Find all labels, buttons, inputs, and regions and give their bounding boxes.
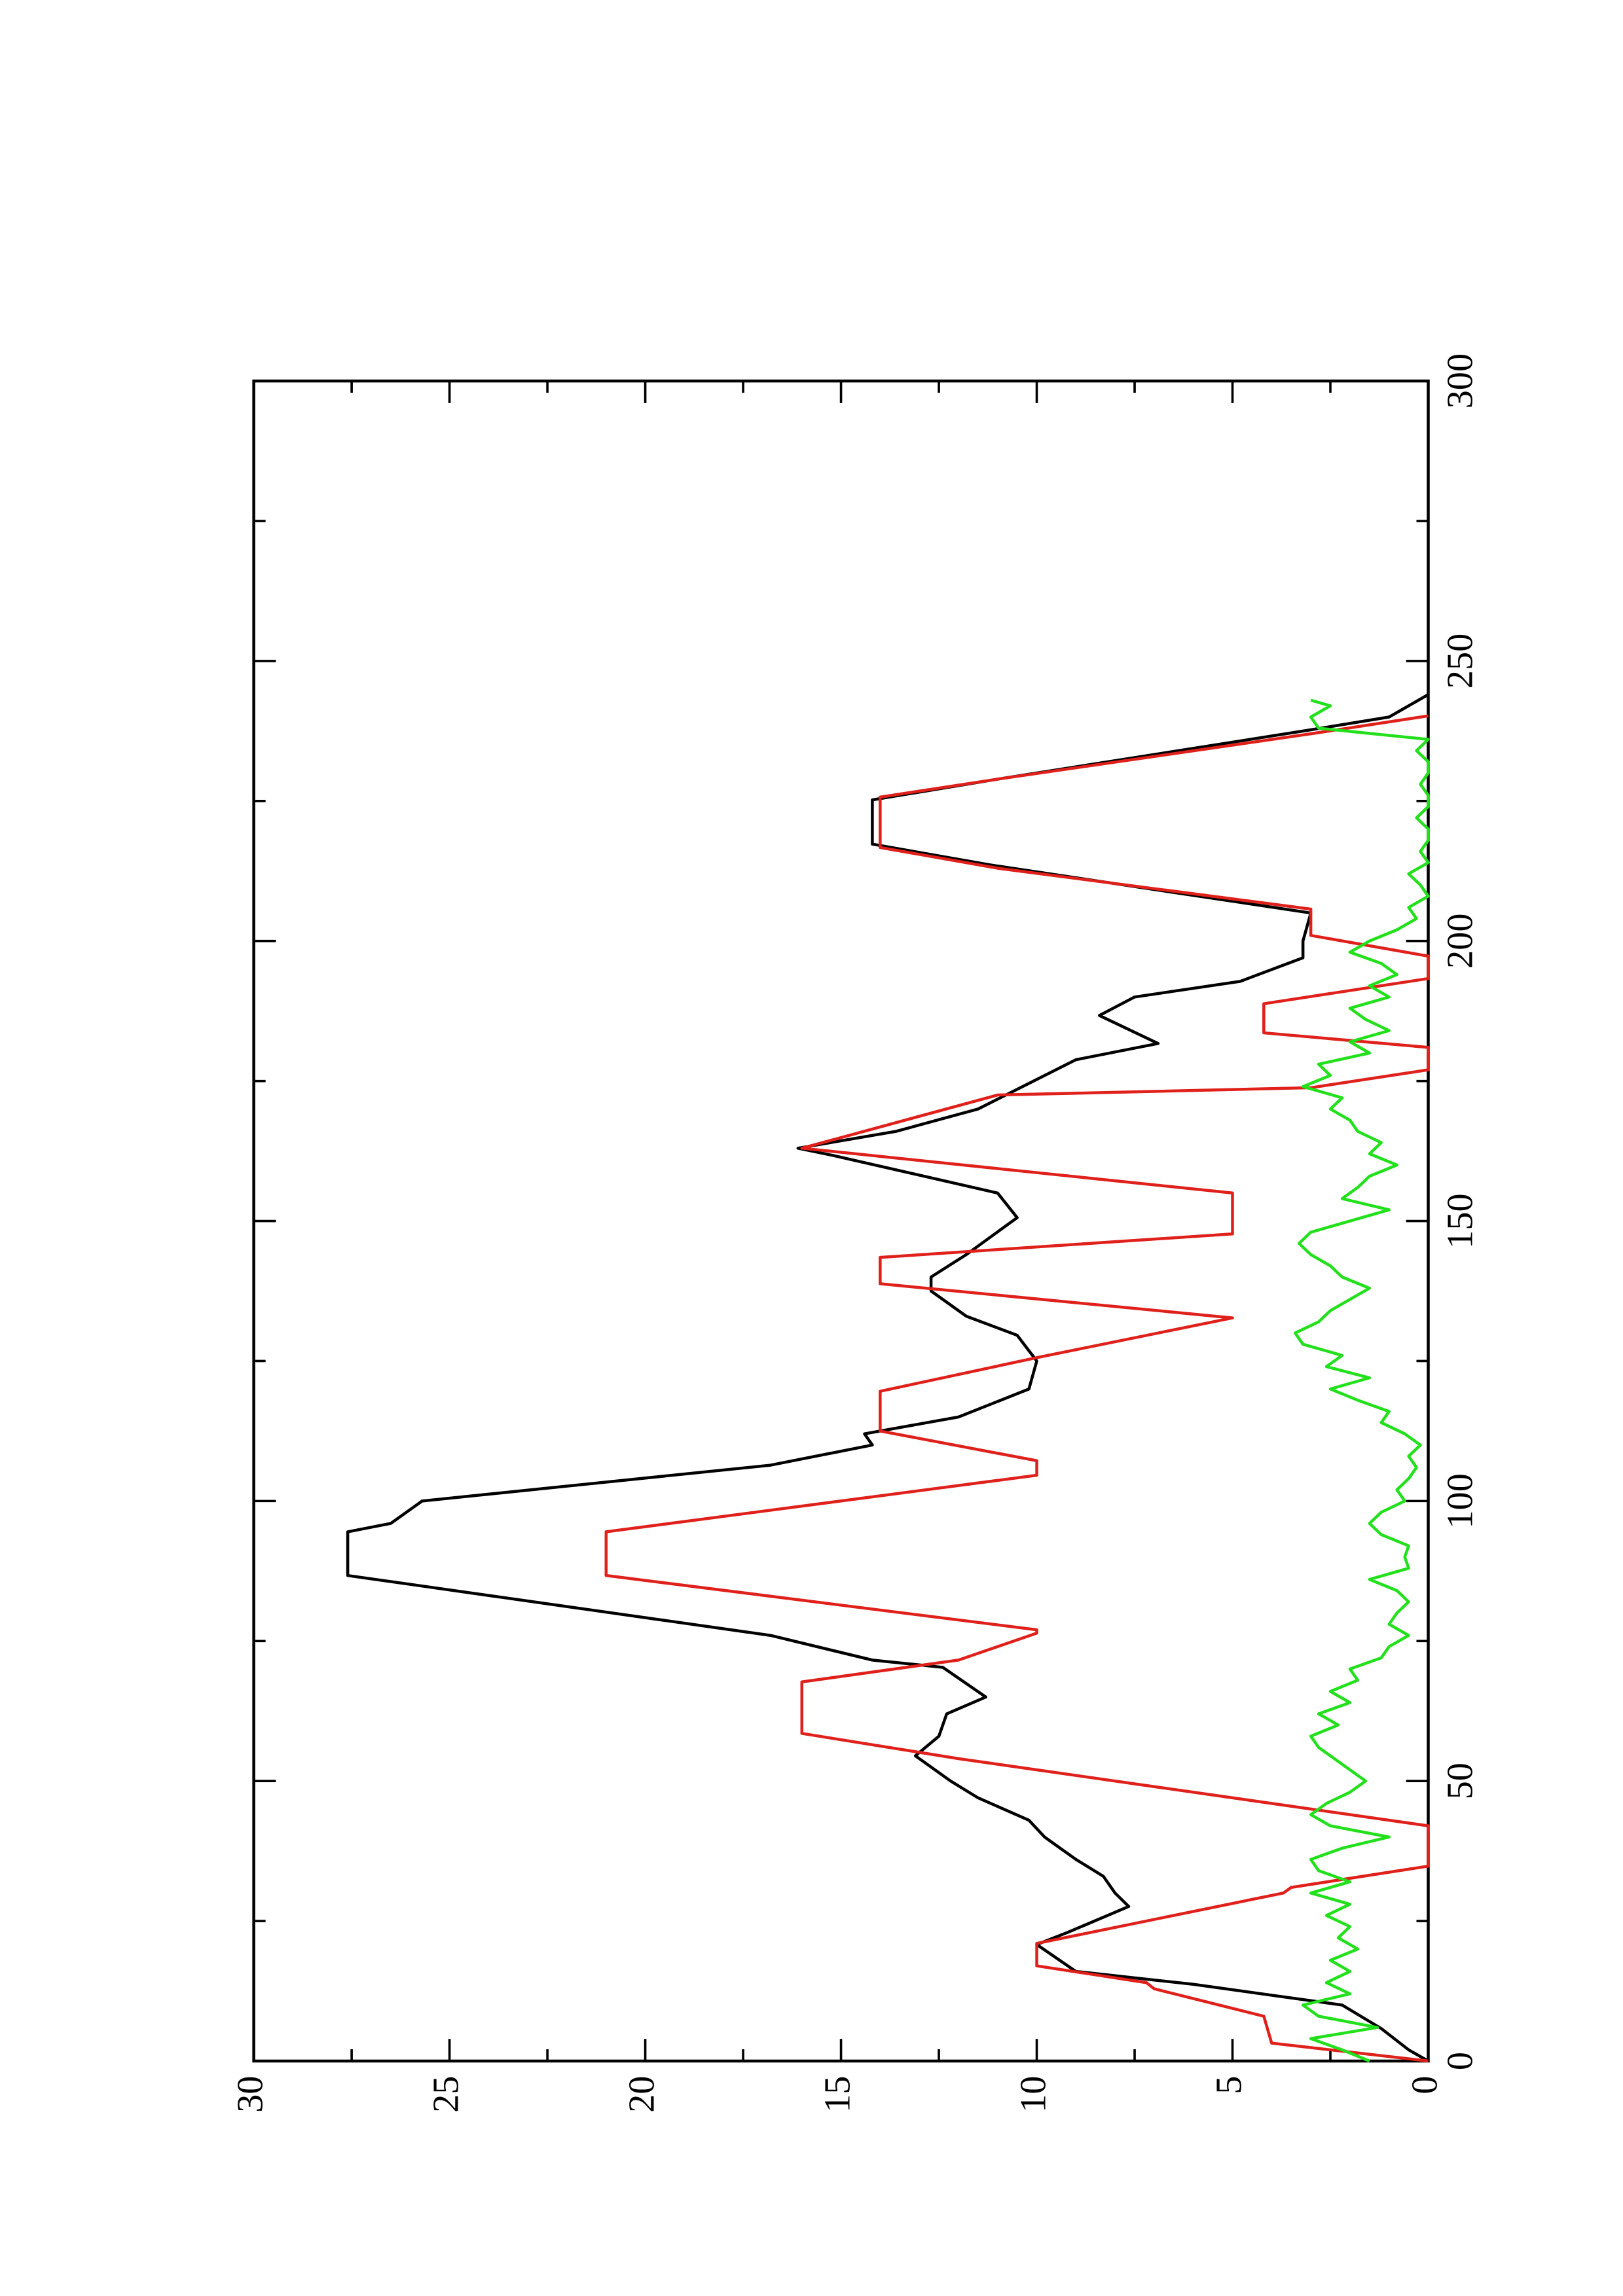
- y-tick-label: 10: [1013, 2076, 1053, 2113]
- x-tick-label: 0: [1440, 2052, 1481, 2070]
- x-tick-label: 100: [1440, 1473, 1481, 1529]
- series-line: [1293, 698, 1430, 2063]
- x-tick-label: 200: [1440, 913, 1481, 968]
- y-tick-label: 30: [230, 2076, 271, 2113]
- plot-area: 0 50 100 150 200 250 300 0 5 10 15 20 25 30: [230, 353, 1481, 2113]
- y-tick-label: 0: [1404, 2076, 1445, 2094]
- x-tick-label: 250: [1440, 634, 1481, 689]
- y-tick-label: 25: [426, 2076, 467, 2113]
- y-tick-label: 20: [622, 2076, 663, 2113]
- x-tick-label: 50: [1440, 1763, 1481, 1799]
- x-tick-label: 300: [1440, 353, 1481, 409]
- plot-frame: [252, 379, 1430, 2063]
- y-tick-label: 5: [1209, 2076, 1249, 2094]
- series-line: [604, 714, 1430, 2063]
- x-tick-label: 150: [1440, 1193, 1481, 1249]
- y-tick-label: 15: [817, 2076, 858, 2113]
- series-line: [346, 693, 1429, 2062]
